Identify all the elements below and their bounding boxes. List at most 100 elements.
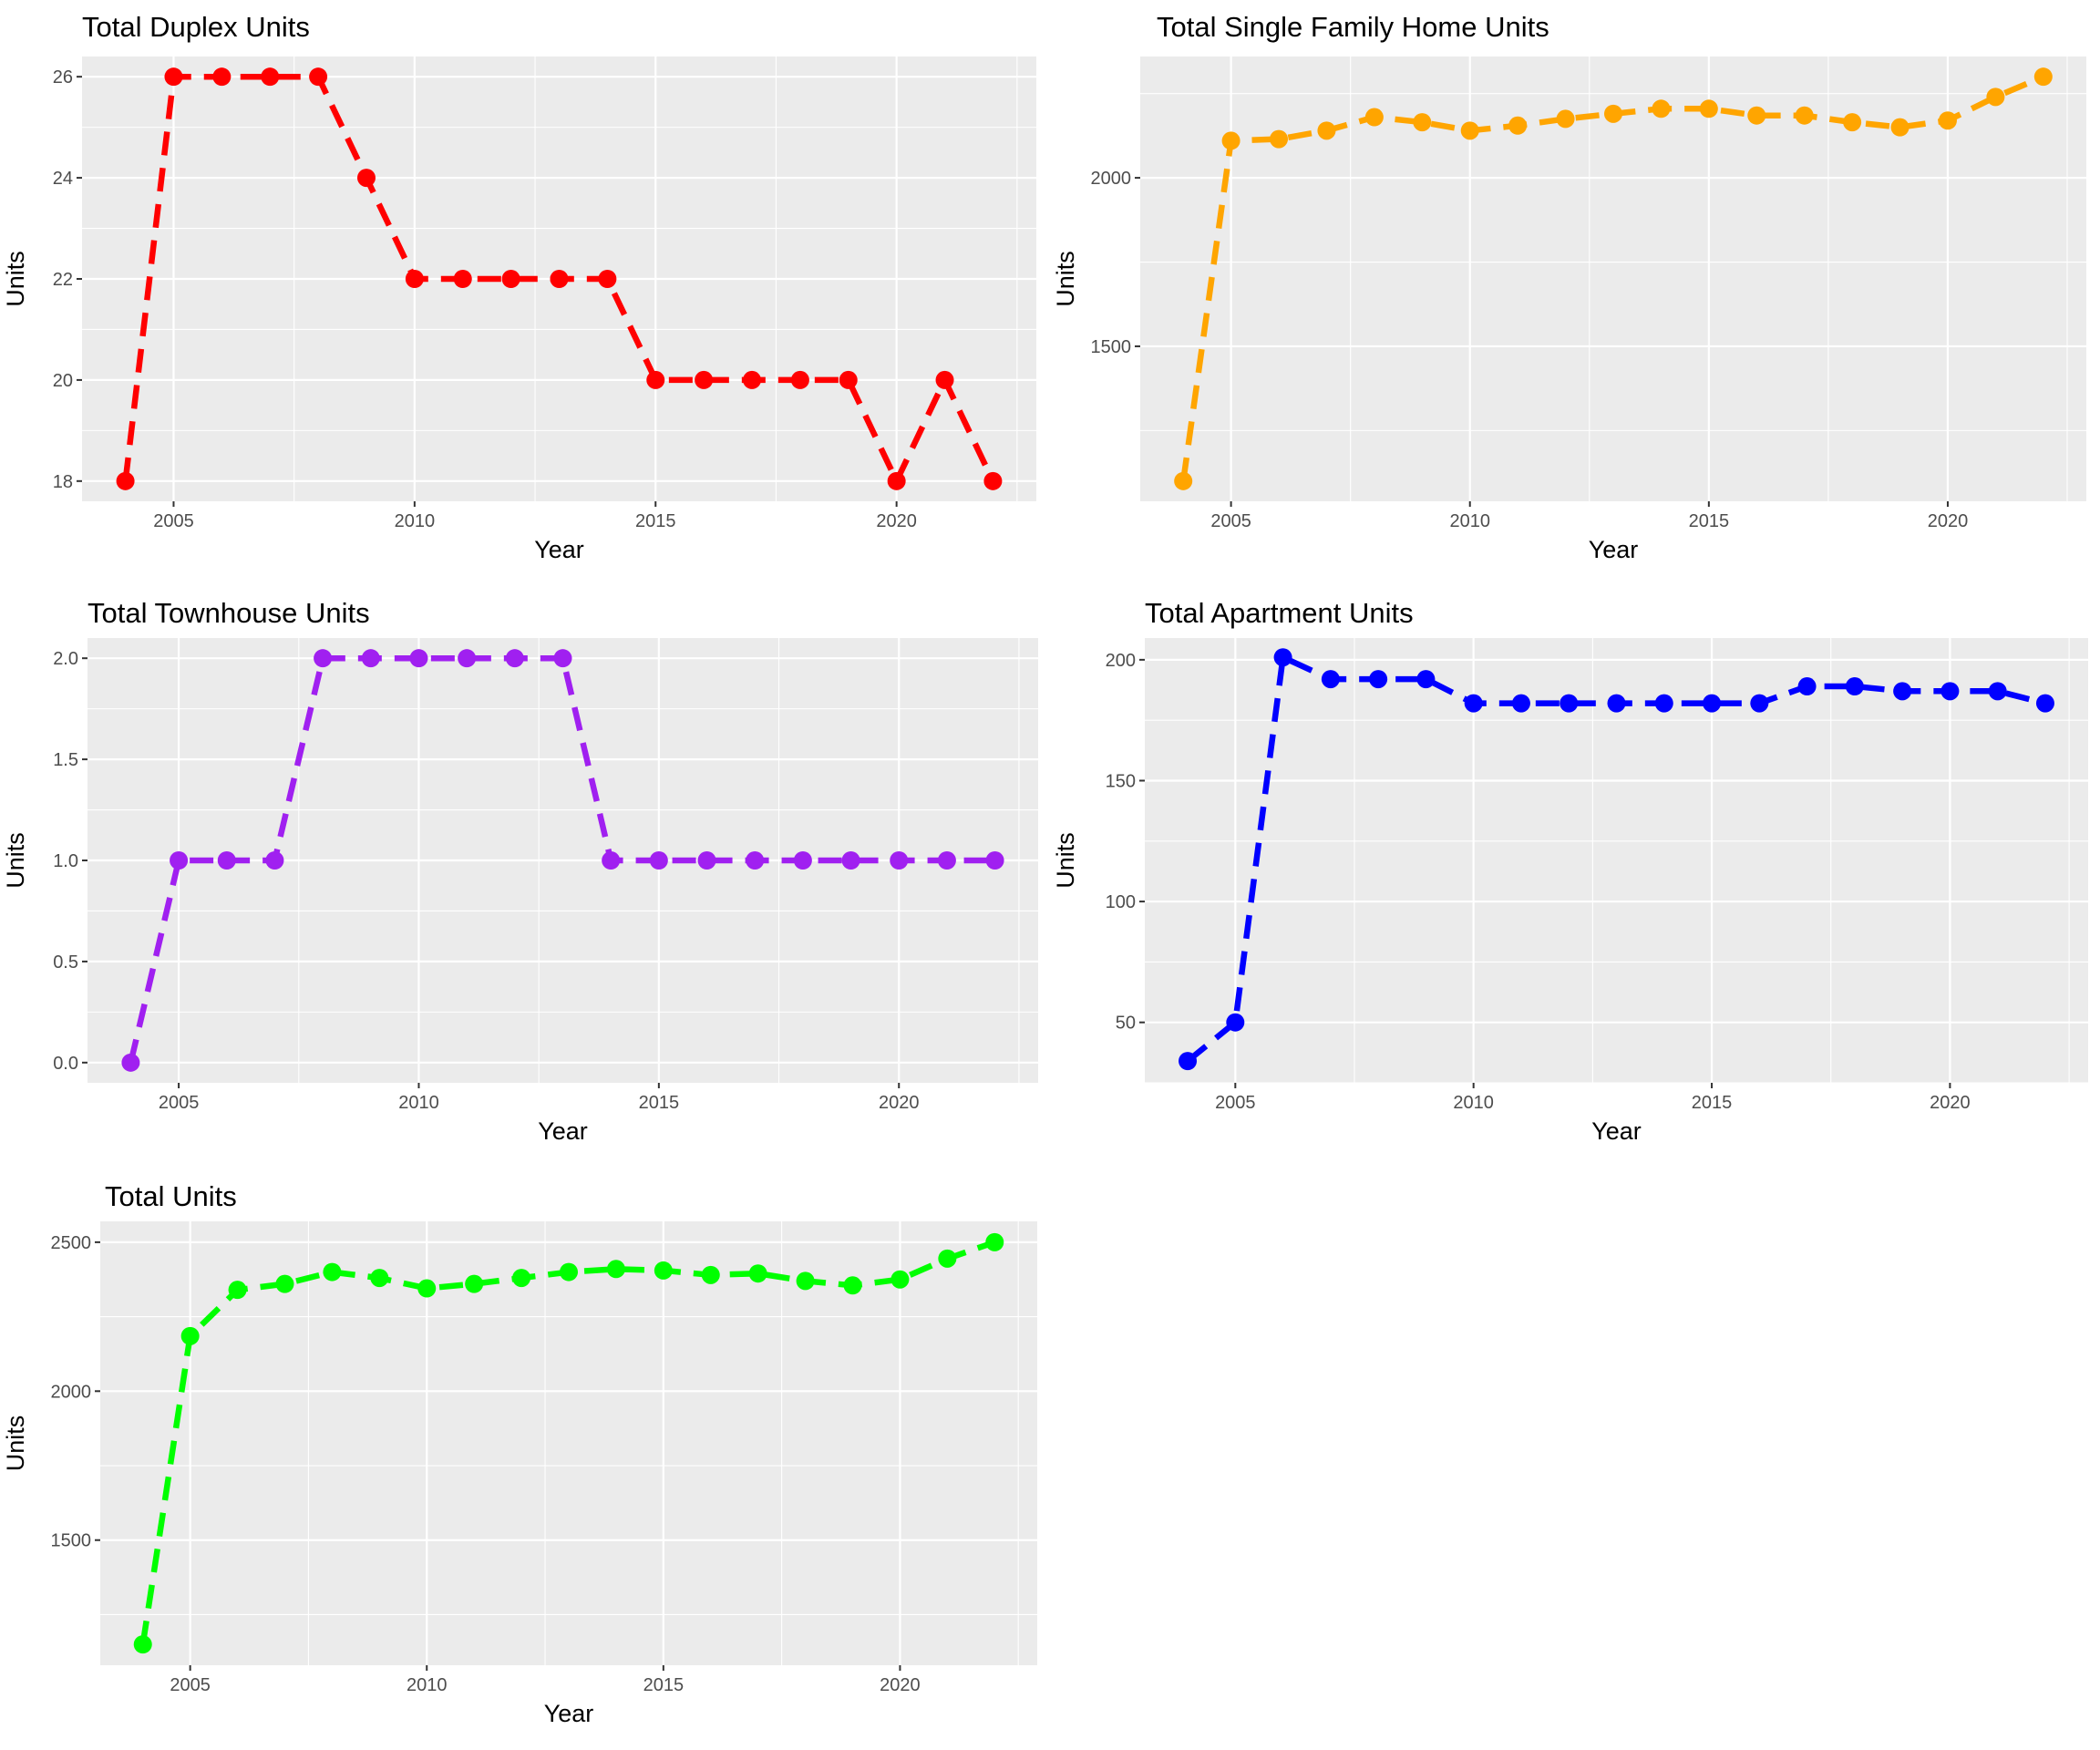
plot-background (1140, 57, 2086, 501)
data-point (1179, 1052, 1198, 1071)
data-point (2035, 694, 2054, 713)
data-point (654, 1261, 673, 1280)
x-tick-label: 2015 (643, 1675, 685, 1695)
chart-svg: 2005 2010 2015 2020 1500 2000 2500 Total Units Y… (2, 1180, 1037, 1727)
data-point (116, 471, 135, 490)
x-tick-label: 2005 (153, 511, 194, 531)
data-point (1560, 694, 1579, 713)
data-point (890, 851, 909, 870)
data-point (701, 1265, 720, 1284)
x-tick-label: 2005 (170, 1675, 211, 1695)
data-point (1795, 106, 1814, 125)
data-point (697, 851, 716, 870)
plot-background (100, 1221, 1037, 1665)
x-axis-title: Year (1591, 1117, 1642, 1145)
total-units-chart: 2005 2010 2015 2020 1500 2000 2500 Total Units Y… (0, 1167, 1050, 1750)
chart-title: Total Townhouse Units (88, 597, 370, 629)
x-tick-label: 2010 (407, 1675, 448, 1695)
data-point (1750, 694, 1769, 713)
data-point (228, 1281, 247, 1300)
data-point (550, 270, 569, 288)
data-point (746, 851, 765, 870)
x-tick-label: 2010 (395, 511, 436, 531)
data-point (1654, 694, 1673, 713)
y-tick-label: 1500 (51, 1531, 92, 1551)
data-point (1607, 694, 1626, 713)
x-tick-label: 2005 (159, 1093, 200, 1113)
data-point (370, 1269, 389, 1288)
y-tick-label: 1.5 (53, 750, 78, 770)
data-point (1797, 677, 1817, 696)
y-axis-title: Units (2, 251, 29, 307)
data-point (553, 649, 572, 668)
y-tick-label: 1.0 (53, 851, 78, 871)
data-point (695, 370, 714, 389)
y-tick-label: 200 (1106, 651, 1136, 671)
data-point (275, 1274, 294, 1293)
x-tick-label: 2010 (1453, 1093, 1494, 1113)
data-point (649, 851, 668, 870)
data-point (133, 1635, 152, 1654)
data-point (790, 370, 809, 389)
data-point (1321, 670, 1340, 689)
y-tick-label: 20 (53, 371, 73, 391)
x-tick-label: 2020 (1930, 1093, 1971, 1113)
y-tick-label: 2.0 (53, 649, 78, 669)
x-tick-label: 2020 (1928, 511, 1969, 531)
data-point (1843, 113, 1862, 132)
x-tick-label: 2005 (1215, 1093, 1256, 1113)
data-point (356, 169, 376, 188)
y-tick-label: 2000 (1091, 169, 1132, 189)
data-point (606, 1260, 625, 1279)
x-tick-label: 2010 (398, 1093, 439, 1113)
duplex-units-chart: 2005 2010 2015 2020 18 20 22 24 26 Total Duplex U… (0, 0, 1050, 583)
data-point (1938, 111, 1957, 130)
data-point (839, 370, 858, 389)
data-point (1226, 1013, 1245, 1032)
data-point (1703, 694, 1722, 713)
y-tick-label: 0.0 (53, 1054, 78, 1074)
data-point (890, 1270, 910, 1289)
data-point (314, 649, 333, 668)
y-axis-title: Units (1052, 251, 1079, 307)
data-point (361, 649, 380, 668)
x-axis-title: Year (544, 1700, 594, 1727)
x-tick-label: 2020 (876, 511, 917, 531)
data-point (265, 851, 284, 870)
data-point (1270, 129, 1289, 149)
data-point (405, 270, 424, 288)
data-point (1174, 471, 1193, 490)
y-tick-label: 18 (53, 472, 73, 492)
data-point (512, 1269, 531, 1288)
data-point (796, 1271, 815, 1291)
y-axis-title: Units (2, 1415, 29, 1472)
data-point (1413, 113, 1432, 132)
data-point (1556, 109, 1575, 129)
chart-title: Total Single Family Home Units (1157, 11, 1549, 43)
data-point (985, 851, 1004, 870)
data-point (212, 67, 232, 87)
data-point (1369, 670, 1388, 689)
data-point (1317, 121, 1336, 140)
data-point (1940, 682, 1960, 701)
data-point (1986, 88, 2005, 107)
data-point (1273, 648, 1292, 667)
x-tick-label: 2020 (880, 1675, 921, 1695)
x-tick-label: 2020 (879, 1093, 920, 1113)
chart-svg: 2005 2010 2015 2020 0.0 0.5 1.0 1.5 2.0 Total Tow… (2, 597, 1038, 1145)
data-point (164, 67, 183, 87)
data-point (938, 1249, 957, 1268)
data-point (417, 1279, 437, 1298)
chart-svg: 2005 2010 2015 2020 18 20 22 24 26 Total Duplex U… (2, 11, 1036, 563)
data-point (261, 67, 280, 87)
data-point (309, 67, 328, 87)
data-point (501, 270, 520, 288)
chart-title: Total Apartment Units (1145, 597, 1414, 629)
y-tick-label: 150 (1106, 771, 1136, 791)
data-point (1511, 694, 1530, 713)
y-tick-label: 22 (53, 270, 73, 290)
data-point (598, 270, 617, 288)
data-point (1508, 116, 1528, 135)
data-point (1988, 682, 2007, 701)
data-point (217, 851, 236, 870)
